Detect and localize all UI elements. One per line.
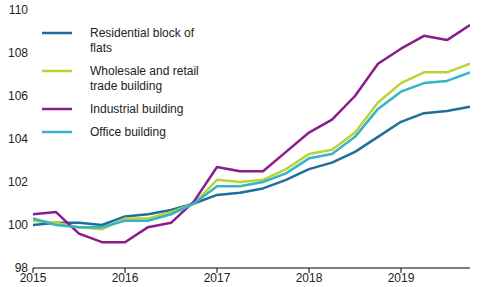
legend-label: Residential block offlats	[90, 26, 195, 55]
x-tick-label: 2018	[296, 271, 323, 285]
series-line	[33, 107, 470, 225]
legend-swatch	[42, 131, 72, 134]
y-tick-label: 102	[8, 175, 28, 189]
legend-swatch	[42, 32, 72, 35]
y-tick-label: 106	[8, 89, 28, 103]
legend-label-line: Industrial building	[90, 102, 183, 116]
legend-label: Office building	[90, 125, 166, 139]
series-line	[33, 25, 470, 242]
legend: Residential block offlats Wholesale and r…	[42, 26, 199, 139]
y-tick-label: 110	[9, 3, 28, 17]
x-axis-line	[33, 268, 470, 269]
x-tick-label: 2016	[112, 271, 139, 285]
legend-label: Wholesale and retailtrade building	[90, 64, 199, 93]
legend-label-line: Wholesale and retail	[90, 64, 199, 78]
legend-swatch	[42, 70, 72, 73]
series-line	[33, 64, 470, 230]
legend-label-line: Office building	[90, 125, 166, 139]
x-tick-label: 2019	[388, 271, 415, 285]
y-tick-label: 100	[8, 218, 28, 232]
chart: 9810010210410610811020152016201720182019…	[0, 0, 491, 287]
y-tick-label: 104	[8, 132, 28, 146]
legend-label: Industrial building	[90, 102, 183, 116]
y-tick-label: 108	[8, 46, 28, 60]
plot-area	[33, 25, 470, 242]
x-tick-label: 2015	[20, 271, 47, 285]
legend-label-line: Residential block of	[90, 26, 195, 40]
legend-label-line: flats	[90, 41, 112, 55]
series-line	[33, 72, 470, 227]
legend-label-line: trade building	[90, 79, 162, 93]
legend-swatch	[42, 108, 72, 111]
x-tick-label: 2017	[204, 271, 231, 285]
